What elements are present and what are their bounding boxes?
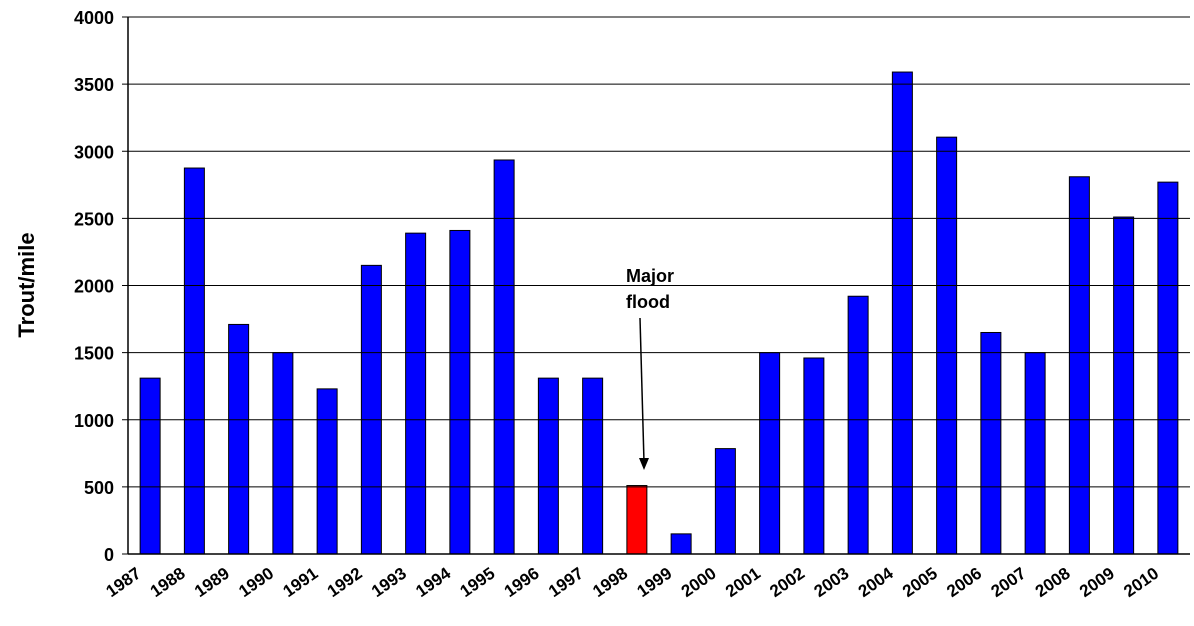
x-tick-label: 1994	[412, 563, 454, 601]
bar	[183, 167, 205, 555]
bar	[1157, 181, 1179, 555]
bar	[272, 352, 294, 555]
bar	[360, 264, 382, 555]
bar	[847, 295, 869, 555]
x-tick-label: 1987	[103, 564, 145, 601]
x-tick-label: 1992	[324, 564, 366, 601]
annotation-arrow	[639, 317, 645, 463]
x-tick-label: 1996	[501, 564, 543, 601]
x-tick-label: 1993	[368, 564, 410, 601]
y-tick-label: 2000	[74, 277, 114, 297]
bar	[759, 352, 781, 555]
x-tick-label: 2004	[855, 563, 897, 601]
x-tick-label: 2001	[722, 564, 764, 601]
x-tick-label: 2006	[943, 564, 985, 601]
bar	[537, 377, 559, 555]
bar	[626, 485, 648, 555]
x-tick-label: 1999	[634, 564, 676, 601]
y-tick-label: 1500	[74, 344, 114, 364]
x-tick-label: 1988	[147, 564, 189, 601]
x-tick-label: 2009	[1076, 564, 1118, 601]
bar	[936, 136, 958, 555]
bar	[891, 71, 913, 555]
x-tick-label: 2008	[1032, 564, 1074, 601]
bar	[449, 229, 471, 555]
x-tick-label: 2010	[1120, 564, 1162, 601]
annotation: Major	[626, 266, 674, 286]
annotation-arrowhead	[639, 458, 649, 470]
y-tick-label: 3000	[74, 142, 114, 162]
bar	[316, 388, 338, 555]
x-tick-label: 2005	[899, 564, 941, 601]
annotation: flood	[626, 292, 670, 312]
bar	[803, 357, 825, 555]
y-tick-label: 500	[84, 478, 114, 498]
y-tick-label: 0	[104, 545, 114, 565]
x-tick-label: 2002	[766, 564, 808, 601]
bar	[714, 448, 736, 555]
x-tick-label: 1998	[589, 564, 631, 601]
x-tick-label: 2003	[811, 564, 853, 601]
bar	[670, 533, 692, 555]
x-tick-label: 2007	[988, 564, 1030, 601]
bar	[582, 377, 604, 555]
x-tick-label: 2000	[678, 564, 720, 601]
y-tick-label: 3500	[74, 75, 114, 95]
x-tick-label: 1997	[545, 564, 587, 601]
bar	[1113, 216, 1135, 555]
bar	[980, 331, 1002, 555]
x-tick-label: 1991	[280, 564, 322, 601]
bar	[139, 377, 161, 555]
y-axis-label: Trout/mile	[14, 232, 39, 337]
bar	[493, 159, 515, 555]
bar	[228, 323, 250, 555]
bar	[405, 232, 427, 555]
bar	[1068, 176, 1090, 555]
y-tick-label: 4000	[74, 8, 114, 28]
x-tick-label: 1995	[457, 564, 499, 601]
bar	[1024, 352, 1046, 555]
x-tick-label: 1990	[235, 564, 277, 601]
x-tick-label: 1989	[191, 564, 233, 601]
y-tick-label: 1000	[74, 411, 114, 431]
y-tick-label: 2500	[74, 209, 114, 229]
